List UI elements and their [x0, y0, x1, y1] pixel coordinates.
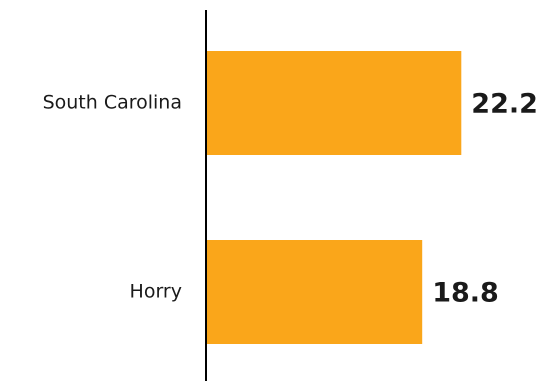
- value-label: 18.8: [432, 278, 499, 309]
- bars-group: [206, 51, 462, 344]
- value-label: 22.2: [471, 89, 538, 120]
- category-label: South Carolina: [43, 92, 182, 114]
- value-labels: 22.2 18.8: [432, 89, 538, 309]
- category-labels: South Carolina Horry: [43, 92, 182, 303]
- category-label: Horry: [130, 281, 182, 303]
- bar-1: [206, 240, 423, 344]
- bar-0: [206, 51, 462, 155]
